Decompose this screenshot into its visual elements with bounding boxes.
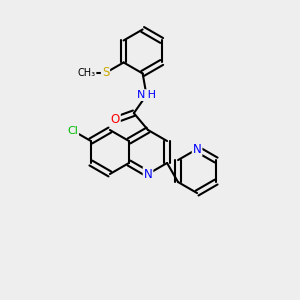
Text: N: N: [144, 167, 152, 181]
Text: Cl: Cl: [67, 125, 78, 136]
Text: CH₃: CH₃: [78, 68, 96, 78]
Text: N H: N H: [137, 90, 156, 100]
Text: S: S: [102, 66, 109, 80]
Text: O: O: [111, 113, 120, 126]
Text: N: N: [193, 142, 202, 156]
